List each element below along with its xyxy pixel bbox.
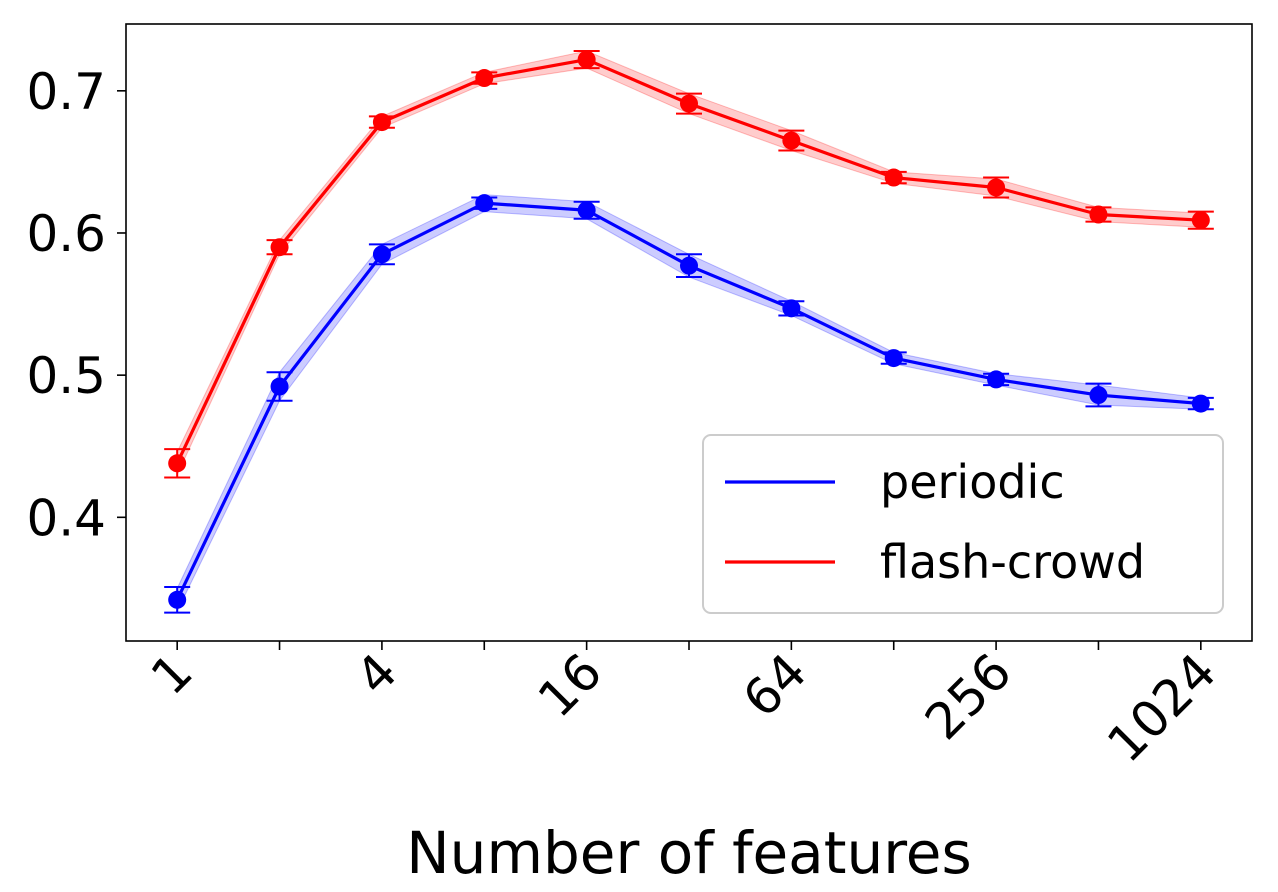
y-tick-label: 0.4 [26,489,106,547]
y-tick-label: 0.6 [26,205,106,263]
point-flash-crowd [372,113,391,132]
x-axis-label: Number of features [406,819,971,887]
point-periodic [577,201,596,220]
point-periodic [1191,394,1210,413]
point-periodic [475,194,494,213]
point-periodic [372,245,391,264]
point-flash-crowd [884,168,903,187]
legend-box [702,434,1224,614]
point-flash-crowd [168,454,187,473]
y-tick-label: 0.7 [26,63,106,121]
point-flash-crowd [475,69,494,88]
point-periodic [782,299,801,318]
point-periodic [680,256,698,275]
legend: periodic flash-crowd [702,434,1224,614]
point-flash-crowd [270,238,289,257]
y-axis-ticks: 0.4 0.5 0.6 0.7 [26,63,126,547]
legend-label-periodic: periodic [880,455,1065,509]
y-tick-label: 0.5 [26,347,106,405]
legend-label-flash-crowd: flash-crowd [880,535,1145,589]
point-periodic [1089,386,1108,405]
point-periodic [987,370,1006,389]
data-points [168,50,1210,609]
point-periodic [270,377,289,396]
point-flash-crowd [987,178,1006,197]
point-flash-crowd [577,50,596,69]
point-periodic [168,590,187,609]
point-flash-crowd [1089,205,1108,224]
point-flash-crowd [782,131,801,150]
point-periodic [884,349,903,368]
point-flash-crowd [680,94,698,113]
point-flash-crowd [1191,211,1210,230]
